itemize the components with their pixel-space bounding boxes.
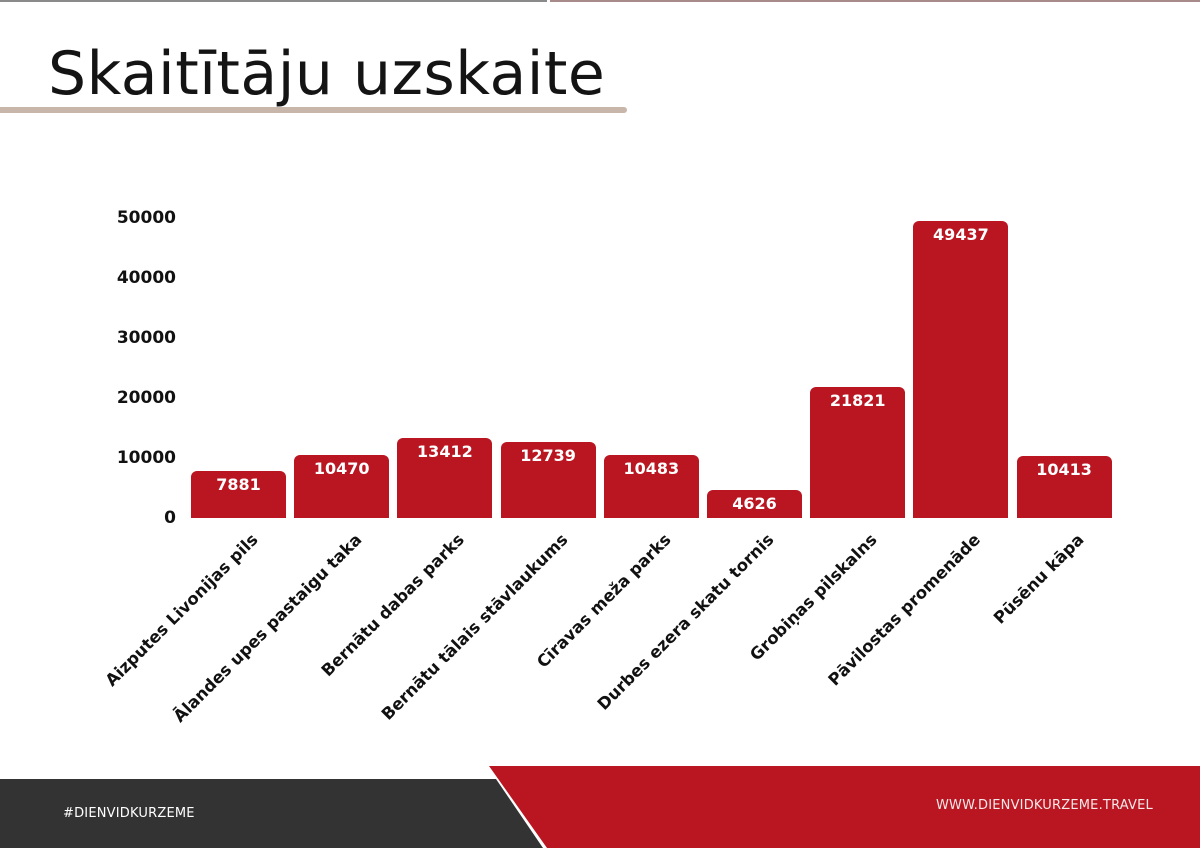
- bar-value-label: 12739: [520, 445, 576, 465]
- y-tick-label: 0: [164, 508, 176, 528]
- footer-website-link[interactable]: WWW.DIENVIDKURZEME.TRAVEL: [936, 798, 1153, 813]
- bar-value-label: 4626: [732, 494, 777, 514]
- bar: 10483: [603, 455, 699, 518]
- bar-value-label: 21821: [829, 391, 886, 411]
- top-border-left: [0, 0, 547, 2]
- footer-red-band: [489, 766, 1200, 848]
- footer-hashtag: #DIENVIDKURZEME: [63, 806, 195, 821]
- bar-value-label: 10413: [1036, 459, 1092, 479]
- bar: 21821: [810, 387, 906, 518]
- title-underline: [0, 107, 627, 113]
- bar-value-label: 13412: [417, 441, 473, 461]
- bar-value-label: 7881: [216, 474, 261, 494]
- bar: 10470: [294, 455, 390, 518]
- x-tick-label: Bernātu tālais stāvlaukums: [377, 530, 572, 724]
- y-tick-label: 30000: [116, 328, 176, 348]
- x-tick-label: Pūsēnu kāpa: [989, 530, 1088, 628]
- x-tick-label: Ālandes upes pastaigu taka: [169, 530, 366, 726]
- y-tick-label: 50000: [116, 208, 176, 228]
- bar: 4626: [707, 490, 802, 518]
- top-border-right: [550, 0, 1200, 2]
- y-tick-label: 40000: [116, 268, 176, 288]
- footer-dark-band: [0, 779, 543, 848]
- bar: 10413: [1016, 455, 1112, 518]
- bar: 13412: [397, 437, 493, 518]
- bar-value-label: 49437: [933, 225, 989, 245]
- y-tick-label: 20000: [116, 388, 176, 408]
- bar-value-label: 10470: [313, 459, 370, 479]
- bar-chart: 0 10000 20000 30000 40000 50000 7881 10470 1341…: [102, 208, 1112, 726]
- bar-value-label: 10483: [623, 459, 680, 479]
- bar: 49437: [913, 221, 1009, 518]
- bar: 12739: [500, 441, 596, 518]
- page-title: Skaitītāju uzskaite: [48, 39, 606, 109]
- x-tick-label: Durbes ezera skatu tornis: [594, 530, 778, 714]
- y-tick-label: 10000: [116, 448, 176, 468]
- bar: 7881: [191, 470, 286, 518]
